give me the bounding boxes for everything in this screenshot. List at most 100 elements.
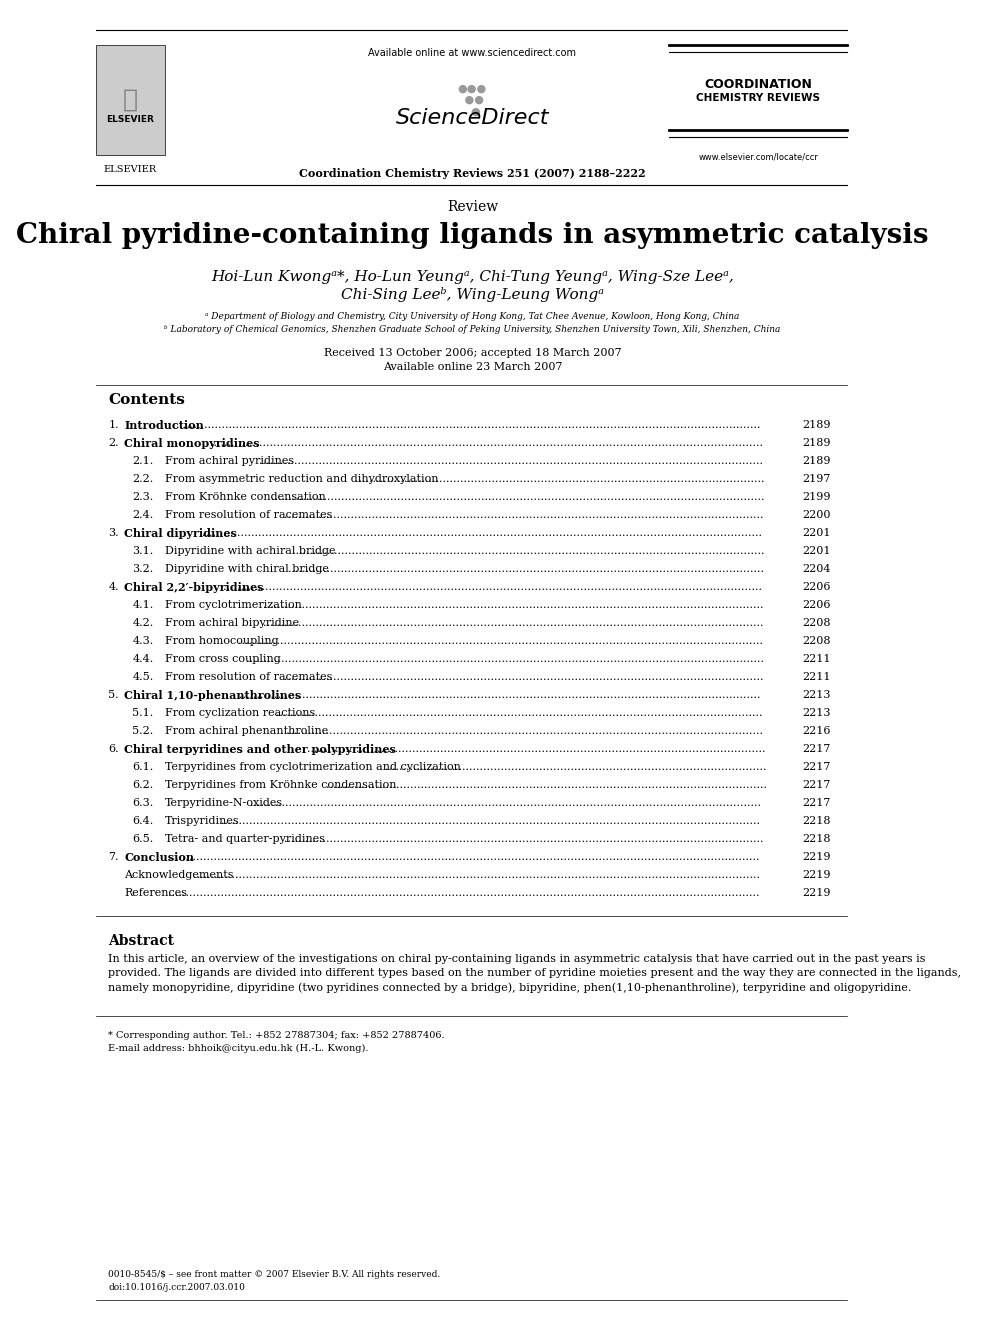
Text: ................................................................................: ........................................… xyxy=(168,888,760,898)
Text: 3.: 3. xyxy=(108,528,119,538)
Text: Terpyridines from cyclotrimerization and cyclization: Terpyridines from cyclotrimerization and… xyxy=(165,762,460,773)
Text: 2.2.: 2.2. xyxy=(132,474,154,484)
Text: 2.3.: 2.3. xyxy=(132,492,154,501)
Text: 2217: 2217 xyxy=(803,744,831,754)
Text: Abstract: Abstract xyxy=(108,934,175,949)
Text: 2211: 2211 xyxy=(803,672,831,681)
Text: 🌳: 🌳 xyxy=(122,89,138,112)
Text: * Corresponding author. Tel.: +852 27887304; fax: +852 27887406.: * Corresponding author. Tel.: +852 27887… xyxy=(108,1031,444,1040)
Text: ScienceDirect: ScienceDirect xyxy=(396,108,550,128)
Text: ᵃ Department of Biology and Chemistry, City University of Hong Kong, Tat Chee Av: ᵃ Department of Biology and Chemistry, C… xyxy=(205,312,740,321)
Text: 4.: 4. xyxy=(108,582,119,591)
Text: Chi-Sing Leeᵇ, Wing-Leung Wongᵃ: Chi-Sing Leeᵇ, Wing-Leung Wongᵃ xyxy=(341,287,604,302)
Text: From resolution of racemates: From resolution of racemates xyxy=(165,672,332,681)
Text: 2189: 2189 xyxy=(803,438,831,448)
Text: 6.2.: 6.2. xyxy=(132,781,154,790)
Text: Conclusion: Conclusion xyxy=(124,852,194,863)
Text: From asymmetric reduction and dihydroxylation: From asymmetric reduction and dihydroxyl… xyxy=(165,474,438,484)
Text: ................................................................................: ........................................… xyxy=(210,438,763,448)
Text: Chiral pyridine-containing ligands in asymmetric catalysis: Chiral pyridine-containing ligands in as… xyxy=(16,222,929,249)
Text: Terpyridine-N-oxides: Terpyridine-N-oxides xyxy=(165,798,283,808)
Text: 2213: 2213 xyxy=(803,691,831,700)
Text: 3.1.: 3.1. xyxy=(132,546,154,556)
Text: 2218: 2218 xyxy=(803,833,831,844)
Text: ................................................................................: ........................................… xyxy=(222,582,762,591)
Text: 2.: 2. xyxy=(108,438,119,448)
Text: 2218: 2218 xyxy=(803,816,831,826)
Text: 6.1.: 6.1. xyxy=(132,762,154,773)
Text: 2211: 2211 xyxy=(803,654,831,664)
Text: ................................................................................: ........................................… xyxy=(271,492,765,501)
Text: Trispyridines: Trispyridines xyxy=(165,816,239,826)
Text: ᵇ Laboratory of Chemical Genomics, Shenzhen Graduate School of Peking University: ᵇ Laboratory of Chemical Genomics, Shenz… xyxy=(165,325,781,333)
Text: ................................................................................: ........................................… xyxy=(221,816,760,826)
Text: 2199: 2199 xyxy=(803,492,831,501)
Text: 2197: 2197 xyxy=(803,474,831,484)
Text: 6.5.: 6.5. xyxy=(132,833,154,844)
Text: 2204: 2204 xyxy=(803,564,831,574)
Text: ................................................................................: ........................................… xyxy=(246,654,764,664)
Text: 2206: 2206 xyxy=(803,601,831,610)
Text: ................................................................................: ........................................… xyxy=(280,726,763,736)
Text: 2217: 2217 xyxy=(803,798,831,808)
Text: References: References xyxy=(124,888,187,898)
Text: Acknowledgements: Acknowledgements xyxy=(124,871,234,880)
Text: ................................................................................: ........................................… xyxy=(193,871,760,880)
Text: 7.: 7. xyxy=(108,852,119,863)
Text: 4.2.: 4.2. xyxy=(132,618,154,628)
Text: From homocoupling: From homocoupling xyxy=(165,636,279,646)
Text: From achiral phenanthroline: From achiral phenanthroline xyxy=(165,726,328,736)
Text: 2201: 2201 xyxy=(803,528,831,538)
Text: 0010-8545/$ – see front matter © 2007 Elsevier B.V. All rights reserved.: 0010-8545/$ – see front matter © 2007 El… xyxy=(108,1270,440,1279)
Text: 2200: 2200 xyxy=(803,509,831,520)
Text: ................................................................................: ........................................… xyxy=(168,852,760,863)
Text: In this article, an overview of the investigations on chiral py-containing ligan: In this article, an overview of the inve… xyxy=(108,954,926,964)
Text: provided. The ligands are divided into different types based on the number of py: provided. The ligands are divided into d… xyxy=(108,968,961,978)
Text: 1.: 1. xyxy=(108,419,119,430)
Text: ELSEVIER: ELSEVIER xyxy=(106,115,154,124)
Text: 2208: 2208 xyxy=(803,636,831,646)
Text: Chiral terpyridines and other polypyridines: Chiral terpyridines and other polypyridi… xyxy=(124,744,396,755)
Text: Chiral dipyridines: Chiral dipyridines xyxy=(124,528,237,538)
Text: ................................................................................: ........................................… xyxy=(276,708,762,718)
Text: From resolution of racemates: From resolution of racemates xyxy=(165,509,332,520)
Text: Tetra- and quarter-pyridines: Tetra- and quarter-pyridines xyxy=(165,833,324,844)
Text: Review: Review xyxy=(446,200,498,214)
Text: 3.2.: 3.2. xyxy=(132,564,154,574)
Text: 2.1.: 2.1. xyxy=(132,456,154,466)
Text: 2216: 2216 xyxy=(803,726,831,736)
Text: ELSEVIER: ELSEVIER xyxy=(103,165,157,175)
Text: From achiral pyridines: From achiral pyridines xyxy=(165,456,294,466)
Text: ................................................................................: ........................................… xyxy=(201,528,762,538)
Text: From achiral bipyridine: From achiral bipyridine xyxy=(165,618,299,628)
Text: ................................................................................: ........................................… xyxy=(293,546,765,556)
Text: ................................................................................: ........................................… xyxy=(288,564,764,574)
Text: 2219: 2219 xyxy=(803,888,831,898)
Text: ................................................................................: ........................................… xyxy=(250,798,761,808)
Text: ................................................................................: ........................................… xyxy=(259,456,763,466)
Text: 4.5.: 4.5. xyxy=(132,672,154,681)
Text: ................................................................................: ........................................… xyxy=(177,419,761,430)
Text: ................................................................................: ........................................… xyxy=(284,672,764,681)
Text: Terpyridines from Kröhnke condensation: Terpyridines from Kröhnke condensation xyxy=(165,781,396,790)
Text: ................................................................................: ........................................… xyxy=(284,833,764,844)
Text: Dipyridine with achiral bridge: Dipyridine with achiral bridge xyxy=(165,546,335,556)
Text: ................................................................................: ........................................… xyxy=(238,636,763,646)
Text: Received 13 October 2006; accepted 18 March 2007: Received 13 October 2006; accepted 18 Ma… xyxy=(323,348,621,359)
Text: From Kröhnke condensation: From Kröhnke condensation xyxy=(165,492,325,501)
Text: ................................................................................: ........................................… xyxy=(263,618,764,628)
Text: ................................................................................: ........................................… xyxy=(307,744,765,754)
Text: ................................................................................: ........................................… xyxy=(263,601,764,610)
Text: Dipyridine with chiral bridge: Dipyridine with chiral bridge xyxy=(165,564,328,574)
Text: ................................................................................: ........................................… xyxy=(326,781,767,790)
Text: CHEMISTRY REVIEWS: CHEMISTRY REVIEWS xyxy=(696,93,820,103)
Text: 2206: 2206 xyxy=(803,582,831,591)
Text: Chiral 1,10-phenanthrolines: Chiral 1,10-phenanthrolines xyxy=(124,691,302,701)
Text: E-mail address: bhhoik@cityu.edu.hk (H.-L. Kwong).: E-mail address: bhhoik@cityu.edu.hk (H.-… xyxy=(108,1044,369,1053)
Text: namely monopyridine, dipyridine (two pyridines connected by a bridge), bipyridin: namely monopyridine, dipyridine (two pyr… xyxy=(108,982,912,992)
Text: Chiral 2,2′-bipyridines: Chiral 2,2′-bipyridines xyxy=(124,582,264,593)
Text: Available online 23 March 2007: Available online 23 March 2007 xyxy=(383,363,562,372)
Text: ................................................................................: ........................................… xyxy=(239,691,761,700)
Text: doi:10.1016/j.ccr.2007.03.010: doi:10.1016/j.ccr.2007.03.010 xyxy=(108,1283,245,1293)
Text: From cyclization reactions: From cyclization reactions xyxy=(165,708,315,718)
